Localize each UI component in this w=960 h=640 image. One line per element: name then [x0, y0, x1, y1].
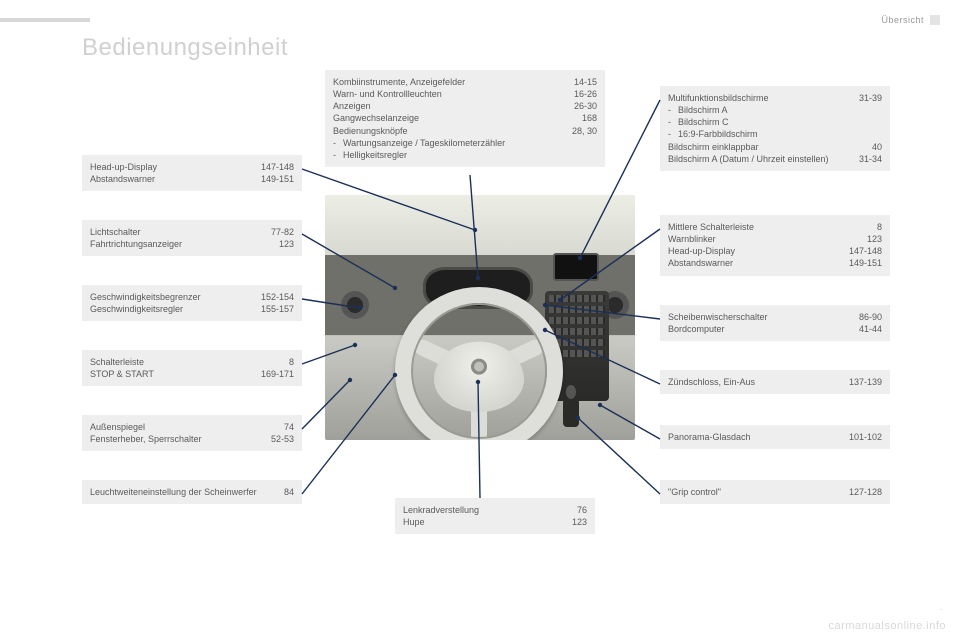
- right-box-4: Panorama-Glasdach101-102: [660, 425, 890, 449]
- callout-row: Scheibenwischerschalter86-90: [668, 311, 882, 323]
- bottom-box: Lenkradverstellung76Hupe123: [395, 498, 595, 534]
- callout-row: Kombiinstrumente, Anzeigefelder14-15: [333, 76, 597, 88]
- callout-row: Warnblinker123: [668, 233, 882, 245]
- dashboard-illustration: [325, 195, 635, 440]
- callout-row: Fensterheber, Sperrschalter52-53: [90, 433, 294, 445]
- callout-row: Leuchtweiteneinstellung der Scheinwerfer…: [90, 486, 294, 498]
- callout-row: Hupe123: [403, 516, 587, 528]
- callout-row: Zündschloss, Ein-Aus137-139: [668, 376, 882, 388]
- page-top-bar: Übersicht: [0, 14, 940, 26]
- callout-row: Geschwindigkeitsregler155-157: [90, 303, 294, 315]
- callout-row: "Grip control"127-128: [668, 486, 882, 498]
- left-box-1: Lichtschalter77-82Fahrtrichtungsanzeiger…: [82, 220, 302, 256]
- callout-row: Bildschirm A (Datum / Uhrzeit einstellen…: [668, 153, 882, 165]
- callout-row: Fahrtrichtungsanzeiger123: [90, 238, 294, 250]
- callout-row: Helligkeitsregler: [333, 149, 597, 161]
- left-box-5: Leuchtweiteneinstellung der Scheinwerfer…: [82, 480, 302, 504]
- page-number: .: [940, 603, 942, 612]
- callout-row: Abstandswarner149-151: [668, 257, 882, 269]
- callout-row: Abstandswarner149-151: [90, 173, 294, 185]
- left-box-2: Geschwindigkeitsbegrenzer152-154Geschwin…: [82, 285, 302, 321]
- callout-row: Multifunktionsbildschirme31-39: [668, 92, 882, 104]
- callout-row: Lenkradverstellung76: [403, 504, 587, 516]
- callout-row: Head-up-Display147-148: [90, 161, 294, 173]
- callout-row: Bildschirm C: [668, 116, 882, 128]
- callout-row: Bildschirm einklappbar40: [668, 141, 882, 153]
- callout-row: Mittlere Schalterleiste8: [668, 221, 882, 233]
- section-label: Übersicht: [881, 15, 924, 25]
- callout-row: STOP & START169-171: [90, 368, 294, 380]
- watermark: carmanualsonline.info: [828, 620, 946, 632]
- callout-row: Panorama-Glasdach101-102: [668, 431, 882, 443]
- callout-row: Schalterleiste8: [90, 356, 294, 368]
- callout-row: 16:9-Farbbildschirm: [668, 128, 882, 140]
- callout-row: Wartungsanzeige / Tageskilometerzähler: [333, 137, 597, 149]
- left-box-0: Head-up-Display147-148Abstandswarner149-…: [82, 155, 302, 191]
- callout-row: Bildschirm A: [668, 104, 882, 116]
- callout-row: Head-up-Display147-148: [668, 245, 882, 257]
- callout-row: Geschwindigkeitsbegrenzer152-154: [90, 291, 294, 303]
- section-tab: [930, 15, 940, 25]
- callout-row: Warn- und Kontrollleuchten16-26: [333, 88, 597, 100]
- left-box-4: Außenspiegel74Fensterheber, Sperrschalte…: [82, 415, 302, 451]
- callout-row: Anzeigen26-30: [333, 100, 597, 112]
- right-box-5: "Grip control"127-128: [660, 480, 890, 504]
- callout-row: Lichtschalter77-82: [90, 226, 294, 238]
- page-title: Bedienungseinheit: [82, 34, 288, 62]
- top-box: Kombiinstrumente, Anzeigefelder14-15Warn…: [325, 70, 605, 167]
- right-box-0: Multifunktionsbildschirme31-39Bildschirm…: [660, 86, 890, 171]
- callout-row: Außenspiegel74: [90, 421, 294, 433]
- callout-row: Bedienungsknöpfe28, 30: [333, 125, 597, 137]
- topbar-decoration: [0, 18, 90, 22]
- right-box-3: Zündschloss, Ein-Aus137-139: [660, 370, 890, 394]
- callout-row: Bordcomputer41-44: [668, 323, 882, 335]
- steering-wheel-icon: [395, 287, 563, 440]
- right-box-1: Mittlere Schalterleiste8Warnblinker123He…: [660, 215, 890, 276]
- right-box-2: Scheibenwischerschalter86-90Bordcomputer…: [660, 305, 890, 341]
- left-box-3: Schalterleiste8STOP & START169-171: [82, 350, 302, 386]
- callout-row: Gangwechselanzeige168: [333, 112, 597, 124]
